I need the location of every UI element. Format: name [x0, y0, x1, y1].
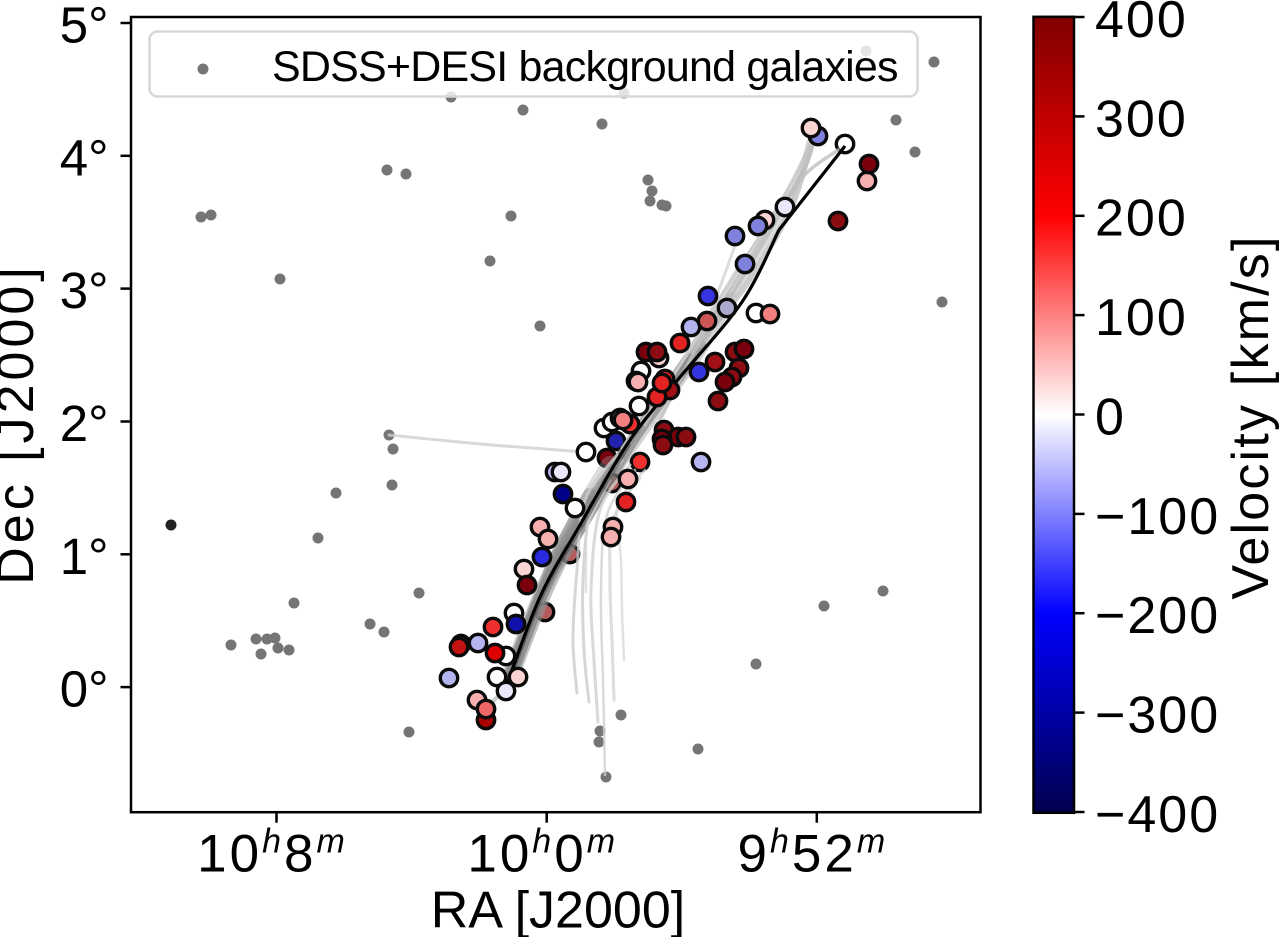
svg-text:0: 0	[1095, 388, 1126, 446]
svg-text:200: 200	[1095, 190, 1188, 248]
svg-text:SDSS+DESI background galaxies: SDSS+DESI background galaxies	[272, 43, 898, 91]
svg-text:5°: 5°	[60, 0, 109, 54]
svg-text:0°: 0°	[60, 661, 109, 718]
svg-text:3°: 3°	[60, 262, 109, 319]
svg-text:400: 400	[1095, 0, 1188, 49]
svg-text:−100: −100	[1095, 488, 1220, 546]
svg-text:RA [J2000]: RA [J2000]	[431, 882, 685, 937]
svg-text:Velocity [km/s]: Velocity [km/s]	[1222, 234, 1280, 599]
svg-text:4°: 4°	[60, 129, 109, 186]
svg-text:100: 100	[1095, 289, 1188, 347]
svg-text:−400: −400	[1095, 786, 1220, 844]
svg-text:1°: 1°	[60, 528, 109, 585]
svg-text:−200: −200	[1095, 587, 1220, 645]
svg-text:−300: −300	[1095, 687, 1220, 745]
svg-text:Dec [J2000]: Dec [J2000]	[0, 263, 45, 585]
svg-text:10h0m: 10h0m	[467, 823, 618, 884]
svg-text:2°: 2°	[60, 395, 109, 452]
svg-text:300: 300	[1095, 90, 1188, 148]
